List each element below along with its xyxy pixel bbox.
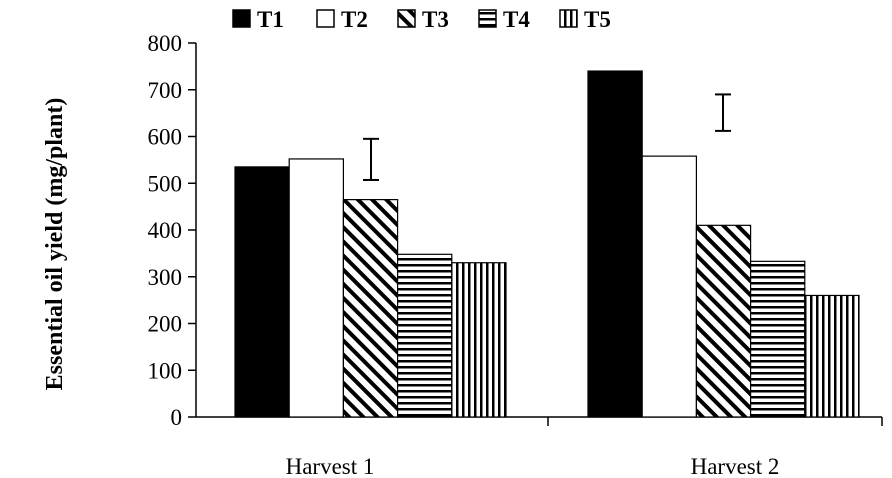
legend-swatch	[316, 9, 335, 28]
y-tick-label: 700	[148, 78, 183, 103]
y-tick-label: 500	[148, 171, 183, 196]
y-tick-label: 400	[148, 218, 183, 243]
y-tick-label: 600	[148, 125, 183, 150]
legend-label: T3	[422, 7, 449, 32]
legend-label: T5	[584, 7, 611, 32]
legend-swatch	[559, 9, 578, 28]
bar-t4-2	[749, 260, 806, 418]
bar-t1-2	[587, 70, 643, 418]
legend-item-t3: T3	[397, 7, 449, 32]
y-axis-label: Essential oil yield (mg/plant)	[42, 98, 68, 391]
bar-t3-2	[695, 224, 752, 418]
error-bars	[363, 93, 731, 181]
bar-t1-1	[234, 166, 290, 418]
y-tick-label: 0	[171, 405, 183, 430]
bar-t2-1	[288, 158, 345, 418]
bar-t2-2	[641, 155, 698, 418]
legend-item-t5: T5	[559, 7, 611, 32]
legend-label: T4	[503, 7, 530, 32]
legend: T1 T2 T3 T4 T5	[232, 7, 611, 32]
y-axis: 0 100 200 300 400 500 600 700 800	[148, 31, 197, 430]
x-tick-label: Harvest 2	[691, 454, 780, 478]
legend-item-t2: T2	[316, 7, 368, 32]
x-tick-label: Harvest 1	[286, 454, 375, 478]
legend-swatch	[232, 9, 251, 28]
legend-swatch	[397, 9, 416, 28]
bar-t4-1	[397, 253, 453, 418]
legend-item-t1: T1	[232, 7, 284, 32]
error-bar	[715, 93, 731, 132]
legend-item-t4: T4	[478, 7, 530, 32]
bar-t3-1	[342, 199, 399, 418]
legend-label: T2	[341, 7, 368, 32]
bar-t5-1	[451, 262, 507, 418]
y-tick-label: 200	[148, 312, 183, 337]
bar-t5-2	[804, 294, 860, 418]
y-tick-label: 100	[148, 358, 183, 383]
bars	[234, 70, 860, 418]
y-tick-label: 800	[148, 31, 183, 56]
legend-swatch	[478, 9, 497, 28]
y-tick-label: 300	[148, 265, 183, 290]
x-axis: Harvest 1 Harvest 2	[196, 416, 883, 478]
legend-label: T1	[257, 7, 284, 32]
error-bar	[363, 137, 379, 181]
